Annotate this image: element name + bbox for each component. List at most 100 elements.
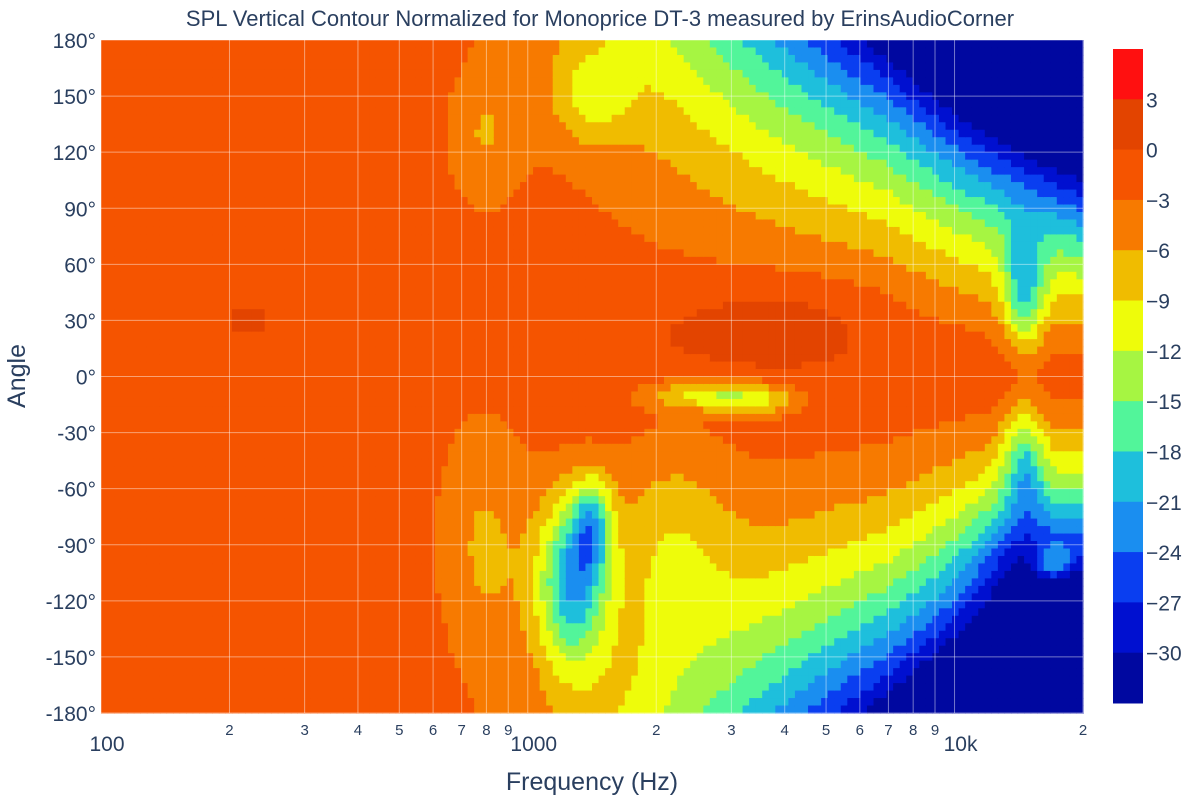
contour-cell	[212, 241, 220, 250]
contour-cell	[140, 593, 148, 602]
contour-cell	[408, 496, 416, 505]
contour-cell	[343, 241, 351, 250]
contour-cell	[133, 698, 141, 707]
contour-cell	[245, 473, 253, 482]
contour-cell	[238, 137, 246, 146]
contour-cell	[369, 421, 377, 430]
contour-cell	[395, 301, 403, 310]
contour-cell	[218, 645, 226, 654]
contour-cell	[166, 511, 174, 520]
contour-cell	[179, 219, 187, 228]
contour-cell	[277, 211, 285, 221]
contour-cell	[441, 174, 449, 183]
contour-cell	[101, 383, 109, 393]
contour-cell	[421, 578, 429, 587]
contour-cell	[271, 600, 279, 609]
contour-cell	[454, 47, 462, 56]
contour-cell	[231, 226, 240, 236]
contour-cell	[258, 511, 266, 520]
contour-cell	[258, 600, 266, 609]
contour-cell	[402, 361, 410, 370]
contour-cell	[133, 54, 141, 64]
contour-cell	[212, 331, 220, 340]
contour-cell	[317, 555, 325, 565]
contour-cell	[264, 585, 272, 594]
contour-cell	[179, 84, 187, 93]
contour-cell	[343, 391, 351, 400]
contour-cell	[271, 361, 279, 370]
contour-cell	[343, 698, 351, 707]
contour-cell	[186, 226, 194, 236]
contour-cell	[428, 271, 436, 280]
contour-cell	[356, 324, 364, 333]
contour-cell	[454, 578, 462, 587]
contour-cell	[408, 137, 416, 146]
contour-cell	[107, 473, 115, 482]
contour-cell	[166, 369, 174, 378]
contour-cell	[330, 211, 338, 221]
contour-cell	[258, 451, 266, 460]
contour-cell	[120, 406, 128, 415]
contour-cell	[245, 226, 253, 236]
contour-cell	[375, 54, 384, 64]
contour-cell	[186, 481, 194, 490]
contour-cell	[336, 675, 344, 684]
contour-cell	[421, 653, 429, 662]
contour-cell	[238, 271, 246, 280]
contour-cell	[258, 683, 266, 692]
contour-cell	[212, 488, 220, 497]
contour-cell	[133, 339, 141, 348]
contour-cell	[447, 443, 456, 452]
contour-cell	[133, 421, 141, 430]
contour-cell	[362, 331, 371, 340]
contour-cell	[310, 77, 318, 86]
contour-cell	[153, 369, 161, 378]
contour-cell	[153, 256, 161, 265]
contour-cell	[297, 241, 305, 250]
contour-cell	[303, 421, 312, 430]
contour-cell	[277, 511, 285, 520]
contour-cell	[297, 211, 305, 221]
contour-cell	[159, 473, 168, 482]
contour-cell	[356, 458, 364, 467]
contour-cell	[317, 271, 325, 280]
contour-cell	[375, 331, 384, 340]
contour-cell	[461, 152, 469, 161]
contour-cell	[369, 675, 377, 684]
contour-cell	[447, 301, 456, 310]
contour-cell	[389, 241, 397, 250]
contour-cell	[290, 77, 298, 86]
contour-cell	[179, 241, 187, 250]
contour-cell	[245, 316, 253, 325]
contour-cell	[101, 114, 109, 123]
contour-cell	[277, 383, 285, 393]
contour-cell	[454, 129, 462, 138]
contour-cell	[323, 518, 331, 527]
contour-cell	[389, 630, 397, 639]
contour-cell	[192, 496, 200, 505]
contour-cell	[310, 114, 318, 123]
contour-cell	[173, 107, 181, 116]
contour-cell	[140, 376, 148, 385]
contour-cell	[212, 473, 220, 482]
contour-cell	[205, 391, 213, 400]
contour-cell	[114, 548, 122, 557]
contour-cell	[434, 638, 443, 647]
contour-cell	[107, 496, 115, 505]
contour-cell	[310, 690, 318, 699]
contour-cell	[140, 122, 148, 131]
contour-cell	[238, 301, 246, 310]
contour-cell	[362, 473, 371, 482]
contour-cell	[434, 309, 443, 318]
contour-cell	[297, 421, 305, 430]
contour-cell	[415, 92, 423, 101]
contour-cell	[107, 503, 115, 512]
contour-cell	[101, 391, 109, 400]
contour-cell	[258, 526, 266, 535]
contour-cell	[264, 503, 272, 512]
contour-cell	[199, 533, 207, 542]
contour-cell	[428, 167, 436, 176]
contour-cell	[205, 638, 213, 647]
contour-cell	[362, 84, 371, 93]
contour-cell	[428, 211, 436, 221]
